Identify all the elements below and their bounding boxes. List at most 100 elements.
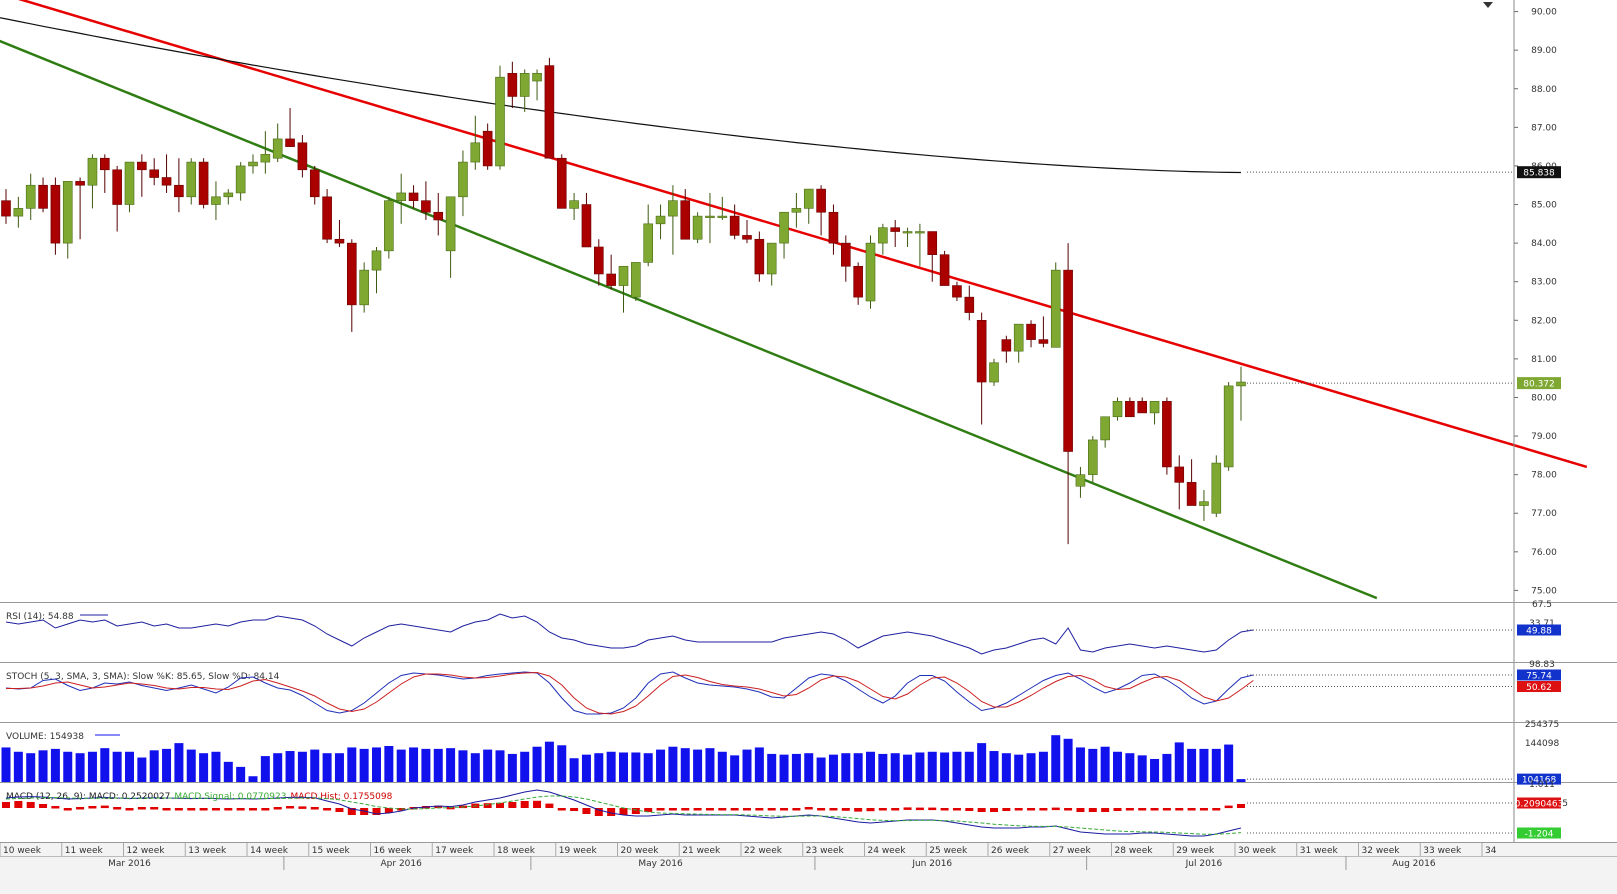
month-label: Mar 2016 xyxy=(108,859,151,869)
week-label: 27 week xyxy=(1053,846,1092,856)
volume-bar xyxy=(211,751,221,782)
candle xyxy=(1162,397,1172,475)
volume-bar xyxy=(1063,738,1073,782)
week-label: 16 week xyxy=(374,846,413,856)
volume-bar xyxy=(1038,751,1048,782)
macd-hist-bar xyxy=(1039,808,1048,811)
macd-hist-bar xyxy=(1064,808,1073,811)
candle xyxy=(915,223,925,267)
macd-hist-bar xyxy=(187,808,196,811)
macd-hist-bar xyxy=(668,808,677,811)
candle xyxy=(692,212,703,244)
volume-bar xyxy=(643,753,653,782)
candle xyxy=(1050,262,1061,348)
macd-hist-bar xyxy=(323,808,332,811)
candle xyxy=(791,192,802,228)
volume-bar xyxy=(754,747,764,782)
candle-body xyxy=(272,138,283,159)
macd-hist-bar xyxy=(310,807,319,810)
candle-body xyxy=(235,165,246,194)
time-axis-bg xyxy=(0,843,1617,894)
macd-hist-bar xyxy=(496,802,504,808)
volume-bar xyxy=(236,766,246,782)
volume-bar xyxy=(310,749,320,782)
volume-bar xyxy=(927,751,937,782)
stoch-k-line xyxy=(5,671,1254,715)
candle xyxy=(421,181,431,220)
volume-bar xyxy=(915,752,925,782)
candle-body xyxy=(581,204,592,248)
macd-hist-bar xyxy=(767,808,776,811)
candle xyxy=(1236,366,1246,421)
volume-bar xyxy=(940,752,950,782)
macd-hist-bar xyxy=(631,808,640,814)
macd-hist-bar xyxy=(878,808,887,811)
macd-hist-bar xyxy=(14,801,23,808)
volume-bar xyxy=(1125,753,1135,782)
candle xyxy=(1063,243,1073,545)
price-tick-label: 81.00 xyxy=(1531,355,1557,365)
volume-bar xyxy=(964,751,974,782)
collapse-arrow-icon[interactable] xyxy=(1483,2,1493,8)
candle xyxy=(729,204,740,240)
candle xyxy=(742,219,752,244)
candle xyxy=(322,189,332,244)
week-label: 30 week xyxy=(1238,846,1277,856)
volume-bar xyxy=(458,750,468,782)
volume-bar xyxy=(1236,779,1246,782)
volume-bar xyxy=(63,751,73,782)
volume-bar xyxy=(483,749,493,782)
macd-hist-bar xyxy=(88,806,97,809)
indicator-badge xyxy=(1517,773,1561,785)
macd-hist-bar xyxy=(718,808,727,811)
macd-signal-line xyxy=(5,795,1242,835)
volume-bar xyxy=(149,750,159,782)
volume-bar xyxy=(248,776,258,782)
macd-hist-bar xyxy=(137,807,146,810)
week-label: 26 week xyxy=(991,846,1030,856)
indicator-scale-label: 144098 xyxy=(1525,739,1560,749)
price-panel: 90.0089.0088.0087.0086.0085.0084.0083.00… xyxy=(0,0,1617,843)
macd-hist-bar xyxy=(372,808,381,815)
candle-body xyxy=(384,200,394,252)
candle xyxy=(717,196,728,220)
candle-body xyxy=(1162,401,1172,468)
candle-body xyxy=(754,238,765,275)
week-label: 21 week xyxy=(682,846,721,856)
candle-body xyxy=(643,223,654,263)
macd-hist-bar xyxy=(891,808,900,811)
week-label: 13 week xyxy=(188,846,227,856)
candle xyxy=(161,154,172,193)
candle-body xyxy=(198,161,209,205)
macd-hist-bar xyxy=(63,808,72,811)
volume-bar xyxy=(100,748,110,782)
volume-bar xyxy=(952,751,962,782)
candle-body xyxy=(519,73,530,97)
macd-hist-bar xyxy=(607,808,616,816)
candle-body xyxy=(1100,416,1110,441)
price-badge-label: 85.838 xyxy=(1523,169,1555,179)
candle xyxy=(865,235,876,309)
candle-body xyxy=(865,242,876,302)
candle xyxy=(1137,397,1147,414)
macd-hist-label: MACD Hist: 0.1755098 xyxy=(290,792,392,802)
candle xyxy=(1001,335,1012,363)
macd-hist-bar xyxy=(347,808,356,815)
candle-body xyxy=(606,273,616,286)
candle-body xyxy=(445,196,456,252)
candle xyxy=(1223,382,1234,471)
candle xyxy=(532,69,542,101)
volume-bar xyxy=(705,748,715,782)
volume-bar xyxy=(433,748,443,782)
macd-hist-bar xyxy=(557,808,566,811)
candle-body xyxy=(532,73,542,82)
volume-bar xyxy=(532,746,542,782)
week-label: 20 week xyxy=(621,846,660,856)
price-tick-label: 80.00 xyxy=(1531,393,1557,403)
candle xyxy=(50,177,61,255)
macd-hist-bar xyxy=(533,800,542,808)
rsi-label: RSI (14): 54.88 xyxy=(6,612,74,622)
volume-bar xyxy=(50,748,60,782)
volume-bar xyxy=(989,751,999,782)
